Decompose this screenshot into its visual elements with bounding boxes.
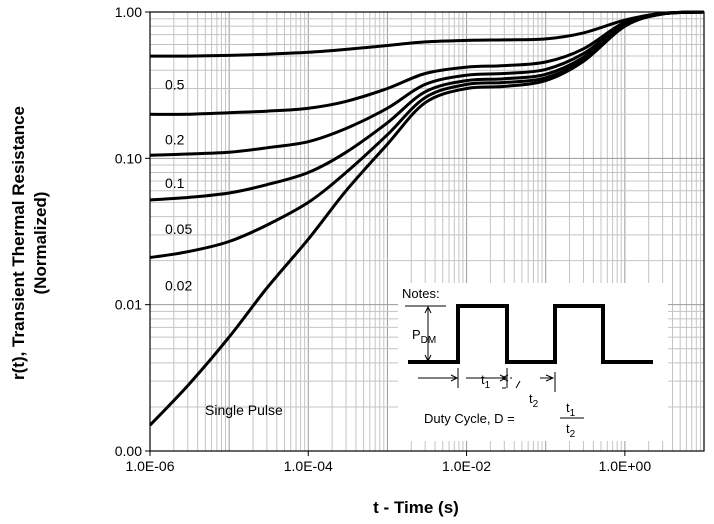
t1-label: t1 — [481, 372, 491, 391]
y-tick-label: 0.00 — [115, 443, 142, 459]
x-tick-label: 1.0E+00 — [599, 458, 652, 474]
series-labels: 0.5 0.2 0.1 0.05 0.02 Single Pulse — [165, 76, 283, 418]
duty-fraction-denominator: t2 — [566, 421, 576, 440]
y-tick-label: 0.01 — [115, 297, 142, 313]
series-label: 0.5 — [165, 76, 185, 92]
series-label: 0.05 — [165, 221, 192, 237]
y-tick-label: 1.00 — [115, 4, 142, 20]
x-axis-title: t - Time (s) — [373, 498, 459, 517]
t1-arrow-icon — [418, 368, 459, 388]
t2-arrow-icon — [500, 374, 555, 389]
series-label: 0.1 — [165, 175, 185, 191]
pulse-waveform — [408, 304, 653, 364]
plot-frame — [149, 11, 705, 452]
series-line — [149, 10, 705, 116]
t2-label: t2 — [529, 391, 539, 410]
pdm-label: PDM — [412, 327, 436, 346]
series-line — [148, 10, 705, 427]
series-label: 0.2 — [165, 131, 185, 147]
inset-notes-label: Notes: — [402, 286, 440, 301]
duty-cycle-text: Duty Cycle, D = — [424, 411, 515, 426]
duty-cycle-inset: Notes: PDM t1 t2 Duty Cycle, D = t1 t2 — [398, 283, 668, 441]
series-label: Single Pulse — [205, 402, 283, 418]
y-axis-title-line2: (Normalized) — [31, 192, 50, 295]
series-line — [149, 10, 705, 58]
pdm-arrow-icon — [424, 305, 432, 363]
curve-series — [148, 10, 705, 427]
y-tick-label: 0.10 — [115, 150, 142, 166]
t1-right-arrow-icon — [466, 368, 508, 388]
x-tick-label: 1.0E-02 — [442, 458, 491, 474]
y-axis-title-line1: r(t), Transient Thermal Resistance — [9, 106, 28, 380]
tick-labels: 1.0E-06 1.0E-04 1.0E-02 1.0E+000.000.010.10… — [115, 4, 652, 474]
x-tick-label: 1.0E-06 — [125, 458, 174, 474]
x-tick-label: 1.0E-04 — [284, 458, 333, 474]
series-label: 0.02 — [165, 278, 192, 294]
duty-fraction-numerator: t1 — [566, 400, 576, 419]
